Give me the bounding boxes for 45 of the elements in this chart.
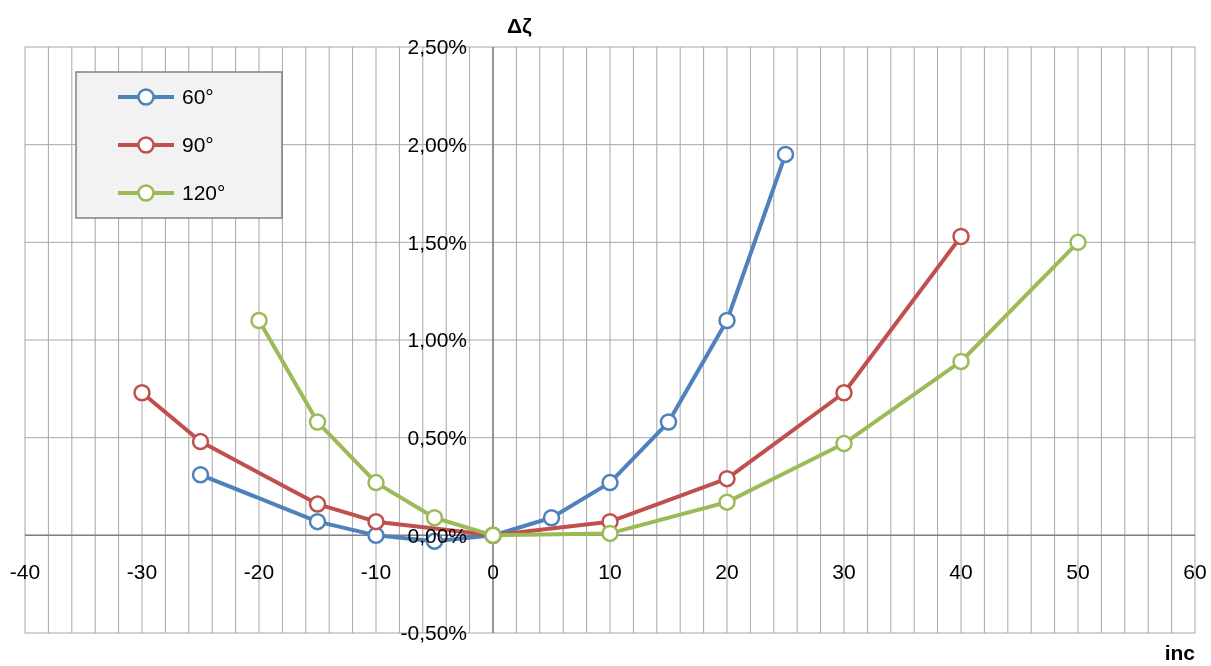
point — [133, 383, 151, 402]
legend-label: 120° — [182, 181, 226, 205]
x-tick-label: 0 — [487, 560, 499, 584]
x-tick-label: 50 — [1066, 560, 1090, 584]
point — [601, 524, 619, 543]
x-tick-label: -40 — [9, 560, 41, 584]
point — [718, 493, 736, 511]
y-tick-label: -0,50% — [400, 621, 467, 645]
point — [952, 352, 970, 371]
x-tick-label: 10 — [598, 560, 622, 584]
point — [952, 227, 970, 246]
x-axis-title: inc — [1164, 641, 1196, 664]
y-tick-label: 2,50% — [407, 35, 467, 59]
point — [191, 432, 210, 451]
point — [250, 311, 268, 330]
x-tick-label: 60 — [1183, 560, 1207, 584]
x-tick-label: 20 — [715, 560, 739, 584]
x-tick-label: 30 — [832, 560, 856, 584]
legend-label: 90° — [182, 133, 214, 157]
point — [718, 469, 736, 488]
point — [308, 495, 327, 513]
y-tick-label: 1,00% — [407, 328, 467, 352]
point — [835, 434, 853, 453]
point — [308, 512, 327, 531]
point — [718, 311, 736, 330]
x-tick-label: -20 — [243, 560, 275, 584]
x-tick-label: 40 — [949, 560, 973, 584]
point — [659, 413, 678, 431]
point — [601, 473, 619, 492]
point — [425, 509, 444, 527]
point — [308, 413, 327, 431]
x-tick-label: -30 — [126, 560, 158, 584]
point — [542, 509, 561, 527]
y-axis-title: Δζ — [507, 14, 533, 37]
x-tick-label: -10 — [360, 560, 392, 584]
point — [835, 383, 853, 402]
point — [367, 473, 385, 492]
point — [367, 512, 385, 531]
y-tick-label: 0,50% — [407, 426, 467, 450]
point — [776, 145, 795, 164]
y-tick-label: 2,00% — [407, 133, 467, 157]
y-tick-label: 1,50% — [407, 230, 467, 254]
point — [191, 466, 210, 484]
point — [1069, 233, 1087, 252]
legend-label: 60° — [182, 85, 214, 109]
